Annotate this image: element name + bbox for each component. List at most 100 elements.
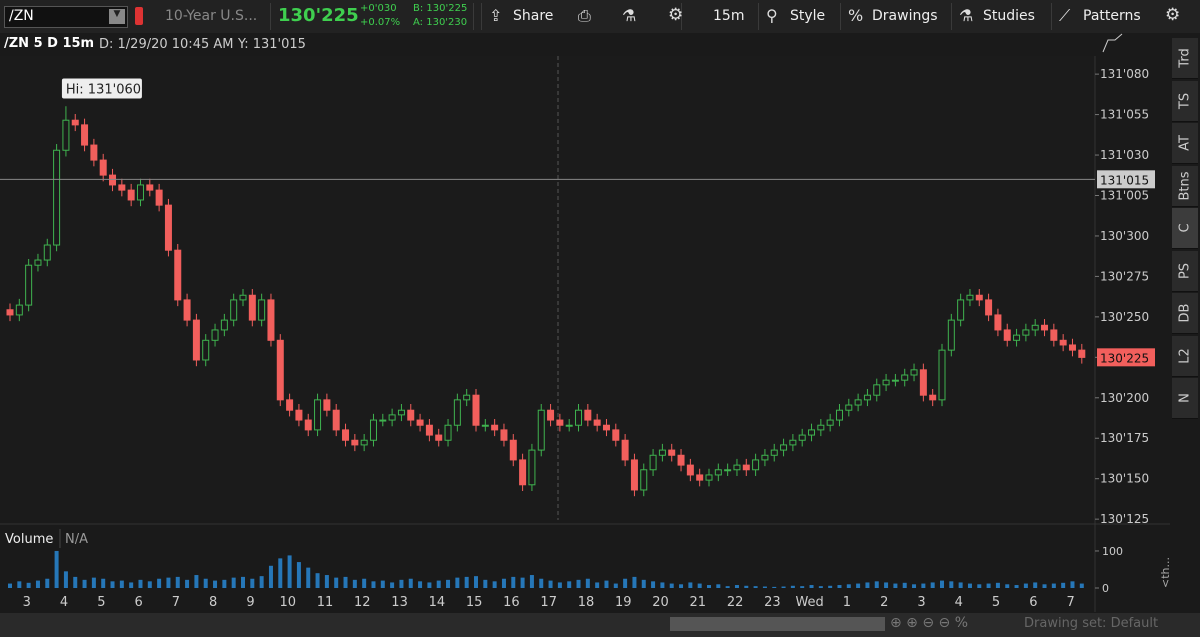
candle-body bbox=[686, 464, 694, 476]
side-tab-label: Btns bbox=[1177, 170, 1193, 201]
button-icon[interactable]: ⚗ bbox=[959, 6, 974, 25]
volume-bar bbox=[427, 582, 432, 588]
candle-body bbox=[25, 264, 33, 306]
candle-body bbox=[863, 394, 871, 401]
candle-body bbox=[118, 184, 126, 191]
volume-bar bbox=[334, 577, 339, 588]
dropdown[interactable]: ▼ bbox=[109, 9, 125, 24]
volume-bar bbox=[362, 578, 367, 588]
candle-body bbox=[919, 369, 927, 396]
volume-bar bbox=[101, 578, 106, 588]
volume-bar bbox=[595, 582, 600, 588]
side-tab[interactable]: PS bbox=[1172, 250, 1198, 292]
volume-bar bbox=[604, 580, 609, 588]
volume-bar bbox=[762, 586, 767, 588]
volume-bar bbox=[548, 580, 553, 588]
button-icon[interactable]: % bbox=[848, 6, 864, 25]
pane-title: Volume bbox=[5, 532, 53, 547]
candle-body bbox=[752, 459, 760, 471]
volume-bar bbox=[45, 578, 50, 588]
high-label-box bbox=[61, 78, 142, 99]
candle-body bbox=[994, 314, 1002, 331]
candle-body bbox=[388, 414, 396, 421]
change-pct: +0.07% bbox=[360, 17, 401, 28]
candle-body bbox=[845, 404, 853, 411]
candle-body bbox=[640, 469, 648, 491]
side-tab[interactable]: DB bbox=[1172, 293, 1198, 334]
toolbar-button[interactable]: Drawings bbox=[872, 8, 938, 24]
button-icon[interactable]: ⇪ bbox=[489, 6, 503, 25]
volume-bar bbox=[707, 585, 711, 588]
volume-bar bbox=[940, 580, 944, 588]
x-tick-label: 13 bbox=[391, 595, 408, 610]
candle-body bbox=[314, 399, 322, 431]
candle-body bbox=[1078, 349, 1086, 358]
x-tick-label: Wed bbox=[795, 595, 823, 610]
volume-bar bbox=[501, 578, 506, 588]
side-tab[interactable]: Btns bbox=[1172, 165, 1198, 207]
candle-body bbox=[435, 434, 443, 441]
toolbar-button[interactable]: Patterns bbox=[1083, 8, 1141, 24]
button-icon[interactable]: ⟋ bbox=[1059, 6, 1071, 25]
volume-bar bbox=[343, 576, 348, 588]
candle-body bbox=[798, 434, 806, 441]
candle-body bbox=[537, 409, 545, 451]
zoom-controls[interactable]: ⊕ ⊕ ⊖ ⊖ % bbox=[890, 615, 969, 631]
volume-bar bbox=[54, 550, 59, 588]
toolbar-button[interactable]: Share bbox=[513, 8, 554, 24]
icon[interactable]: ⚙ bbox=[1165, 5, 1181, 25]
volume-bar bbox=[119, 580, 124, 588]
volume-bar bbox=[408, 578, 413, 588]
candle-body bbox=[286, 399, 294, 411]
side-tab[interactable]: AT bbox=[1172, 123, 1198, 164]
side-tab-label: AT bbox=[1177, 135, 1193, 151]
volume-bar bbox=[800, 586, 805, 588]
chart-title: /ZN 5 D 15m bbox=[4, 36, 95, 51]
x-tick-label: 23 bbox=[764, 595, 781, 610]
volume-bar bbox=[511, 576, 516, 588]
icon[interactable]: ⚗ bbox=[622, 6, 637, 25]
side-tab[interactable]: TS bbox=[1172, 80, 1198, 122]
x-tick-label: 8 bbox=[209, 595, 217, 610]
side-tab[interactable]: C bbox=[1172, 208, 1198, 249]
icon[interactable]: ⚙ bbox=[668, 5, 684, 25]
candle-body bbox=[491, 424, 499, 431]
candle-body bbox=[267, 299, 275, 341]
volume-bar bbox=[893, 583, 898, 588]
toolbar-button[interactable]: 15m bbox=[713, 8, 745, 24]
y-tick-label: 130'125 bbox=[1100, 512, 1149, 526]
volume-bar bbox=[194, 575, 199, 588]
volume-bar bbox=[865, 582, 870, 588]
side-tab[interactable]: L2 bbox=[1172, 335, 1198, 377]
candle-body bbox=[230, 299, 238, 321]
volume-bar bbox=[837, 585, 842, 588]
candle-body bbox=[835, 409, 843, 421]
candle-body bbox=[258, 299, 266, 321]
candle-body bbox=[99, 159, 107, 176]
candle-body bbox=[81, 124, 89, 146]
volume-bar bbox=[725, 586, 730, 588]
volume-bar bbox=[772, 586, 777, 588]
volume-bar bbox=[380, 580, 385, 588]
side-tab-label: L2 bbox=[1177, 347, 1193, 364]
symbol-box[interactable]: /ZN ▼ bbox=[4, 6, 128, 28]
candle-body bbox=[332, 409, 340, 431]
separator bbox=[681, 3, 682, 30]
volume-bar bbox=[846, 584, 851, 588]
volume-bar bbox=[8, 583, 12, 588]
candle-body bbox=[155, 189, 163, 206]
candle-body bbox=[472, 394, 480, 426]
icon[interactable]: ⎙ bbox=[578, 6, 591, 25]
volume-bar bbox=[688, 582, 693, 588]
side-tab[interactable]: N bbox=[1172, 378, 1198, 419]
x-tick-label: 15 bbox=[466, 595, 483, 610]
toolbar-button[interactable]: Studies bbox=[983, 8, 1035, 24]
candle-body bbox=[584, 409, 592, 421]
x-tick-label: 6 bbox=[1029, 595, 1037, 610]
button-icon[interactable]: ⚲ bbox=[766, 6, 778, 25]
volume-bar bbox=[585, 578, 590, 588]
toolbar-button[interactable]: Style bbox=[790, 8, 826, 24]
scroll-thumb[interactable] bbox=[670, 617, 885, 631]
side-tab[interactable]: Trd bbox=[1172, 38, 1198, 79]
